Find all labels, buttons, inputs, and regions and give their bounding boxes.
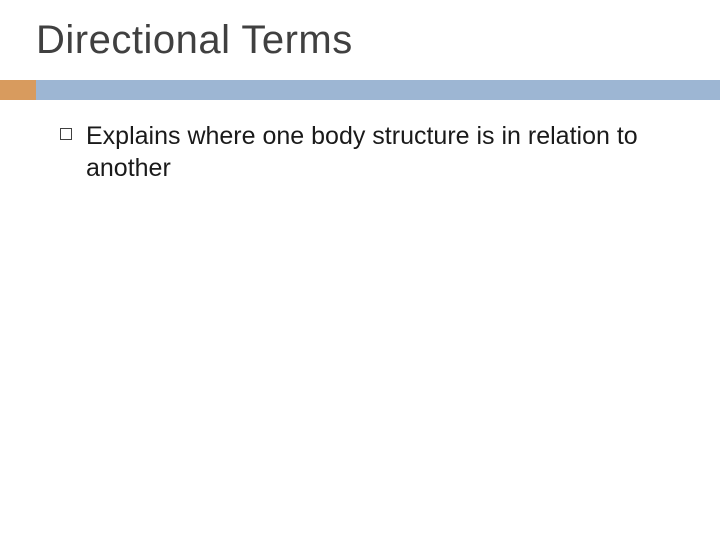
- divider-main: [36, 80, 720, 100]
- divider-bar: [0, 80, 720, 100]
- divider-accent: [0, 80, 36, 100]
- bullet-list: Explains where one body structure is in …: [60, 120, 660, 184]
- bullet-item: Explains where one body structure is in …: [60, 120, 660, 184]
- bullet-text: Explains where one body structure is in …: [86, 120, 660, 184]
- slide-title: Directional Terms: [36, 18, 353, 63]
- square-bullet-icon: [60, 128, 72, 140]
